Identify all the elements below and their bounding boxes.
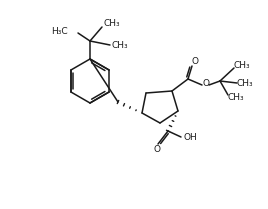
Text: OH: OH (183, 133, 197, 141)
Text: CH₃: CH₃ (234, 60, 250, 70)
Text: O: O (203, 79, 210, 88)
Text: O: O (154, 144, 161, 153)
Text: O: O (192, 57, 199, 66)
Text: CH₃: CH₃ (112, 41, 128, 50)
Text: CH₃: CH₃ (237, 79, 253, 88)
Text: CH₃: CH₃ (104, 19, 120, 28)
Text: CH₃: CH₃ (228, 93, 244, 102)
Text: H₃C: H₃C (51, 27, 68, 36)
